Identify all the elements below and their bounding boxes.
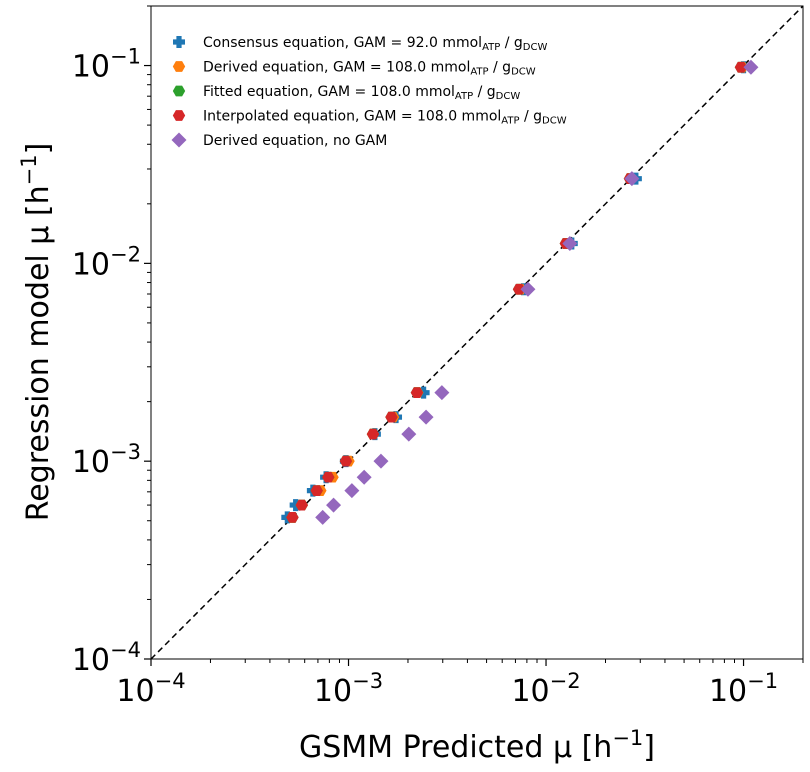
data-point [326,497,342,513]
legend-marker [173,36,185,48]
data-point [373,453,389,469]
x-tick-label: 10−2 [511,669,580,709]
data-point [315,509,331,525]
data-point [356,469,372,485]
data-point [743,59,759,75]
data-point [366,428,380,440]
legend-label: Fitted equation, GAM = 108.0 mmolATP / g… [203,84,520,102]
legend-marker [172,61,186,72]
data-point [418,409,434,425]
legend-item: Fitted equation, GAM = 108.0 mmolATP / g… [172,84,520,102]
data-point [434,385,450,401]
legend-marker [171,132,187,148]
legend: Consensus equation, GAM = 92.0 mmolATP /… [171,35,567,149]
minor-ticks [147,5,804,663]
data-point [410,387,424,399]
y-tick-label: 10−1 [72,45,141,85]
legend-label: Interpolated equation, GAM = 108.0 mmolA… [203,109,567,127]
data-point [339,455,353,467]
x-axis-label: GSMM Predicted μ [h−1] [299,726,655,765]
y-tick-label: 10−4 [72,638,141,678]
plot-frame [150,5,804,660]
data-point [295,499,308,511]
data-point [512,283,526,295]
legend-marker [172,110,186,121]
data-point [520,281,536,297]
data-point [310,485,323,496]
x-tick-label: 10−1 [709,669,778,709]
y-axis-label: Regression model μ [h−1] [17,143,56,522]
legend-item: Derived equation, no GAM [171,132,387,149]
x-tick-label: 10−4 [116,669,185,709]
legend-label: Derived equation, GAM = 108.0 mmolATP / … [203,60,536,78]
data-point [286,511,299,523]
data-point [401,426,417,442]
legend-item: Consensus equation, GAM = 92.0 mmolATP /… [173,35,547,53]
data-point [385,411,398,423]
data-point [344,483,360,499]
legend-item: Interpolated equation, GAM = 108.0 mmolA… [172,109,567,127]
legend-label: Derived equation, no GAM [203,133,387,149]
data-point [322,471,335,483]
data-point [417,386,430,399]
y-tick-label: 10−3 [72,440,141,480]
y-tick-label: 10−2 [72,242,141,282]
legend-label: Consensus equation, GAM = 92.0 mmolATP /… [203,35,547,53]
identity-reference-line [151,6,803,659]
legend-marker [172,85,186,97]
reference-line-layer [151,6,803,659]
legend-item: Derived equation, GAM = 108.0 mmolATP / … [172,60,536,78]
major-ticks: 10−4 10−3 10−2 10−1 10−4 10−3 10−2 10−1 [72,45,778,709]
data-point [624,171,640,187]
data-point [562,236,578,252]
series-4 [315,59,759,525]
data-point [734,61,748,73]
data-points [281,59,759,525]
x-tick-label: 10−3 [314,669,383,709]
